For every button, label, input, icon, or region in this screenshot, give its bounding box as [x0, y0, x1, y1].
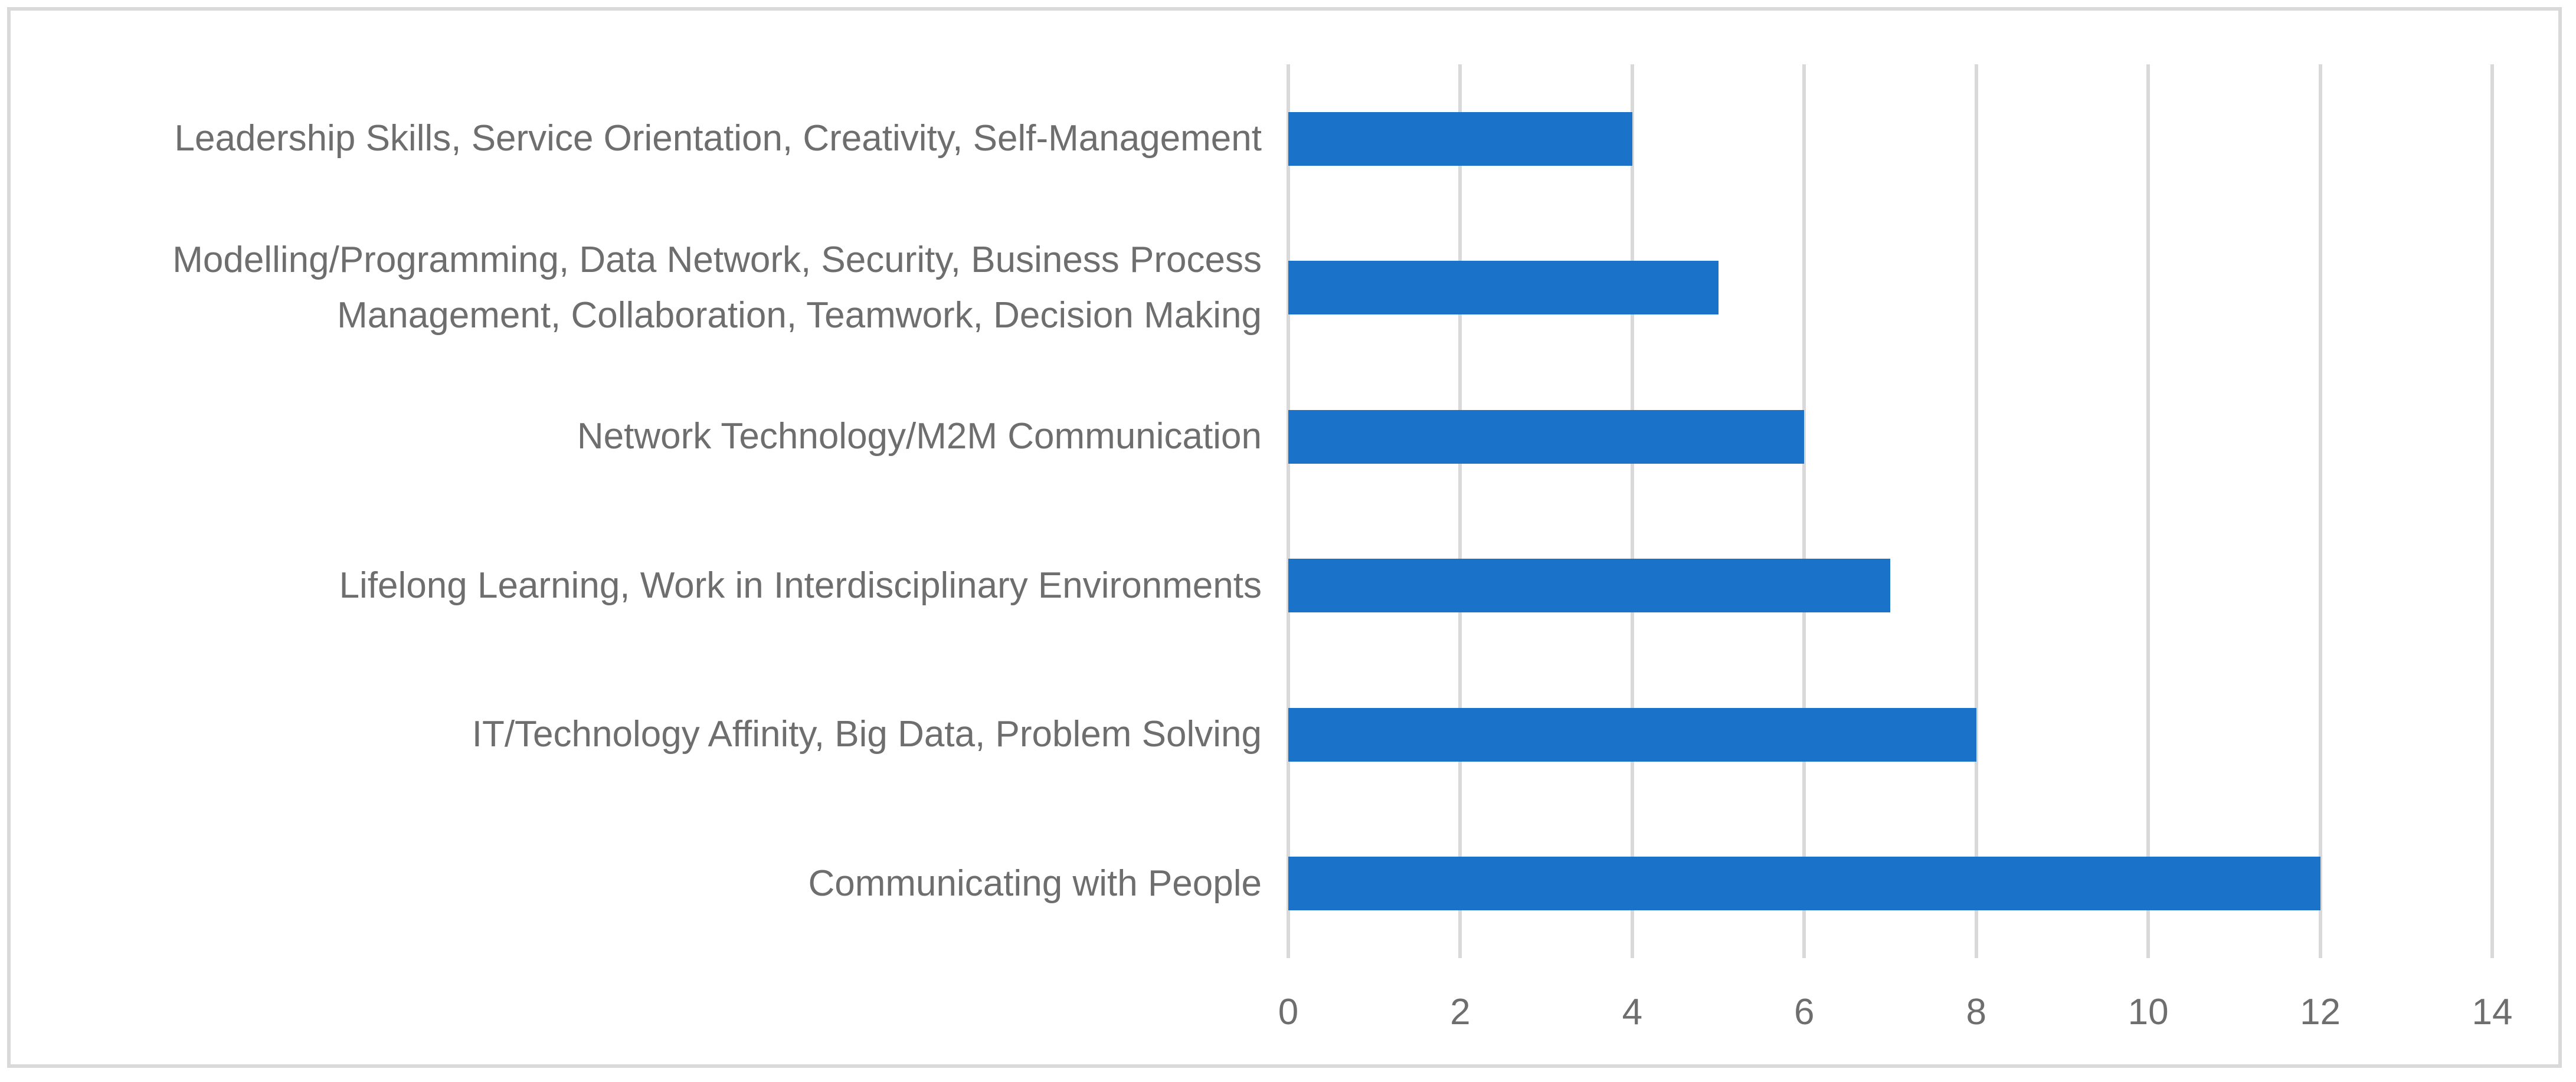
gridline-x-12	[2318, 64, 2322, 958]
x-tick-label-8: 8	[1966, 992, 1986, 1032]
category-label-2: Network Technology/M2M Communication	[577, 416, 1262, 457]
gridline-x-10	[2146, 64, 2151, 958]
gridline-x-0	[1287, 64, 1290, 958]
x-tick-label-4: 4	[1622, 992, 1643, 1032]
bar-4	[1288, 707, 1976, 762]
gridlines-layer	[11, 11, 2558, 1064]
gridline-x-4	[1630, 64, 1634, 958]
gridline-x-14	[2490, 64, 2494, 958]
category-label-0: Leadership Skills, Service Orientation, …	[174, 118, 1262, 159]
bar-5	[1288, 857, 2320, 911]
category-label-4: IT/Technology Affinity, Big Data, Proble…	[472, 714, 1262, 755]
bar-1	[1288, 261, 1719, 315]
category-label-5: Communicating with People	[808, 863, 1262, 904]
bars-layer	[11, 11, 2558, 1064]
category-label-1: Modelling/Programming, Data Network, Sec…	[172, 239, 1262, 336]
gridline-x-2	[1458, 64, 1462, 958]
x-tick-label-10: 10	[2127, 992, 2169, 1032]
x-axis: 0 2 4 6 8 10 12 14	[11, 11, 2558, 1064]
x-tick-label-6: 6	[1794, 992, 1815, 1032]
x-tick-label-0: 0	[1278, 992, 1299, 1032]
bar-0	[1288, 112, 1632, 166]
chart-figure: Leadership Skills, Service Orientation, …	[7, 7, 2562, 1068]
bar-2	[1288, 409, 1805, 464]
x-tick-label-12: 12	[2300, 992, 2341, 1032]
x-tick-label-14: 14	[2472, 992, 2513, 1032]
category-axis: Leadership Skills, Service Orientation, …	[11, 11, 2558, 1064]
category-label-3: Lifelong Learning, Work in Interdiscipli…	[339, 565, 1262, 606]
gridline-x-8	[1974, 64, 1978, 958]
gridline-x-6	[1802, 64, 1806, 958]
bar-3	[1288, 559, 1890, 613]
x-tick-label-2: 2	[1450, 992, 1471, 1032]
